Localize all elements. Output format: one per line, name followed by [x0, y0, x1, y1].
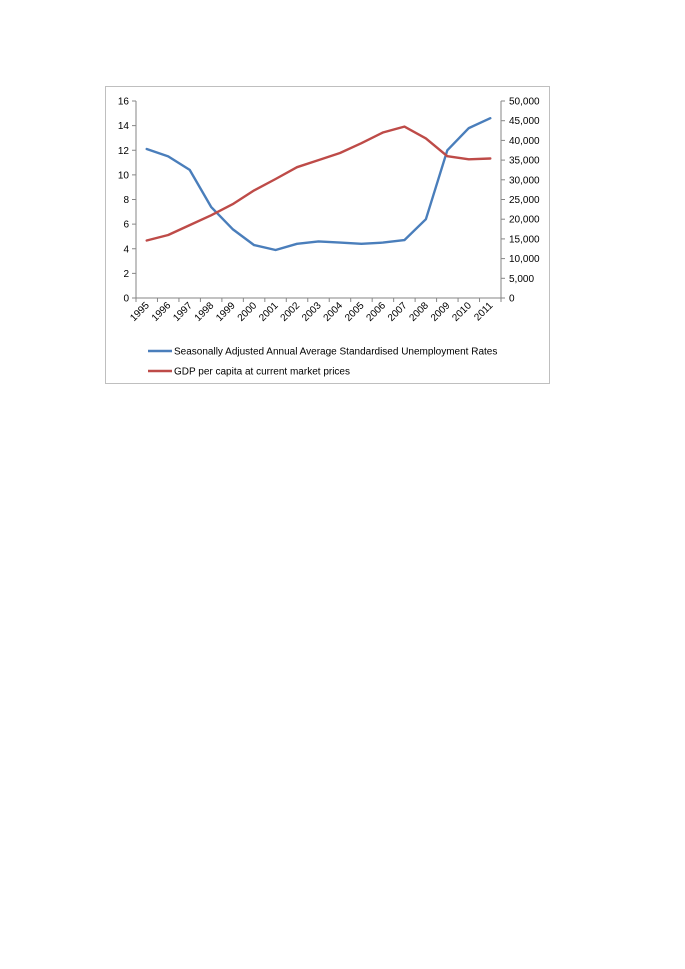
x-tick-label: 2010 — [450, 300, 474, 324]
left-tick-label: 10 — [118, 170, 130, 181]
right-tick-label: 30,000 — [509, 175, 540, 186]
chart-frame: 0 2 4 6 8 10 12 14 16 0 5,000 10,000 15,000 20,000 25,… — [105, 86, 550, 384]
right-tick-label: 5,000 — [509, 274, 534, 285]
x-tick-label: 2004 — [322, 300, 346, 324]
right-tick-label: 50,000 — [509, 97, 540, 108]
x-tick-label: 2006 — [365, 300, 389, 324]
legend-label-2: GDP per capita at current market prices — [174, 367, 350, 378]
x-tick-label: 2001 — [257, 300, 281, 324]
left-tick-label: 12 — [118, 146, 130, 157]
x-tick-label: 2008 — [407, 300, 431, 324]
x-tick-label: 2007 — [386, 300, 410, 324]
left-tick-label: 14 — [118, 121, 130, 132]
left-tick-label: 8 — [123, 195, 129, 206]
left-tick-label: 16 — [118, 97, 130, 108]
x-tick-label: 2000 — [236, 300, 260, 324]
x-tick-label: 2011 — [472, 300, 495, 323]
x-tick-label: 1998 — [193, 300, 217, 324]
series-line-1 — [145, 117, 492, 252]
right-tick-label: 0 — [509, 294, 515, 305]
right-tick-label: 15,000 — [509, 234, 540, 245]
dual-axis-line-chart: 0 2 4 6 8 10 12 14 16 0 5,000 10,000 15,000 20,000 25,… — [118, 97, 540, 378]
x-tick-label: 1997 — [171, 300, 195, 324]
x-tick-label: 1995 — [128, 300, 152, 324]
left-tick-label: 0 — [123, 294, 129, 305]
right-tick-label: 25,000 — [509, 195, 540, 206]
right-tick-label: 35,000 — [509, 156, 540, 167]
left-tick-label: 6 — [123, 220, 129, 231]
x-tick-label: 2003 — [300, 300, 324, 324]
left-tick-label: 4 — [123, 244, 129, 255]
right-tick-label: 45,000 — [509, 116, 540, 127]
x-tick-label: 1996 — [150, 300, 174, 324]
x-tick-label: 2009 — [429, 300, 453, 324]
left-tick-label: 2 — [123, 269, 129, 280]
x-tick-label: 2002 — [279, 300, 303, 324]
legend-label-1: Seasonally Adjusted Annual Average Stand… — [174, 347, 497, 358]
right-tick-label: 10,000 — [509, 254, 540, 265]
right-tick-label: 20,000 — [509, 215, 540, 226]
x-tick-label: 2005 — [343, 300, 367, 324]
right-tick-label: 40,000 — [509, 136, 540, 147]
x-tick-label: 1999 — [214, 300, 238, 324]
